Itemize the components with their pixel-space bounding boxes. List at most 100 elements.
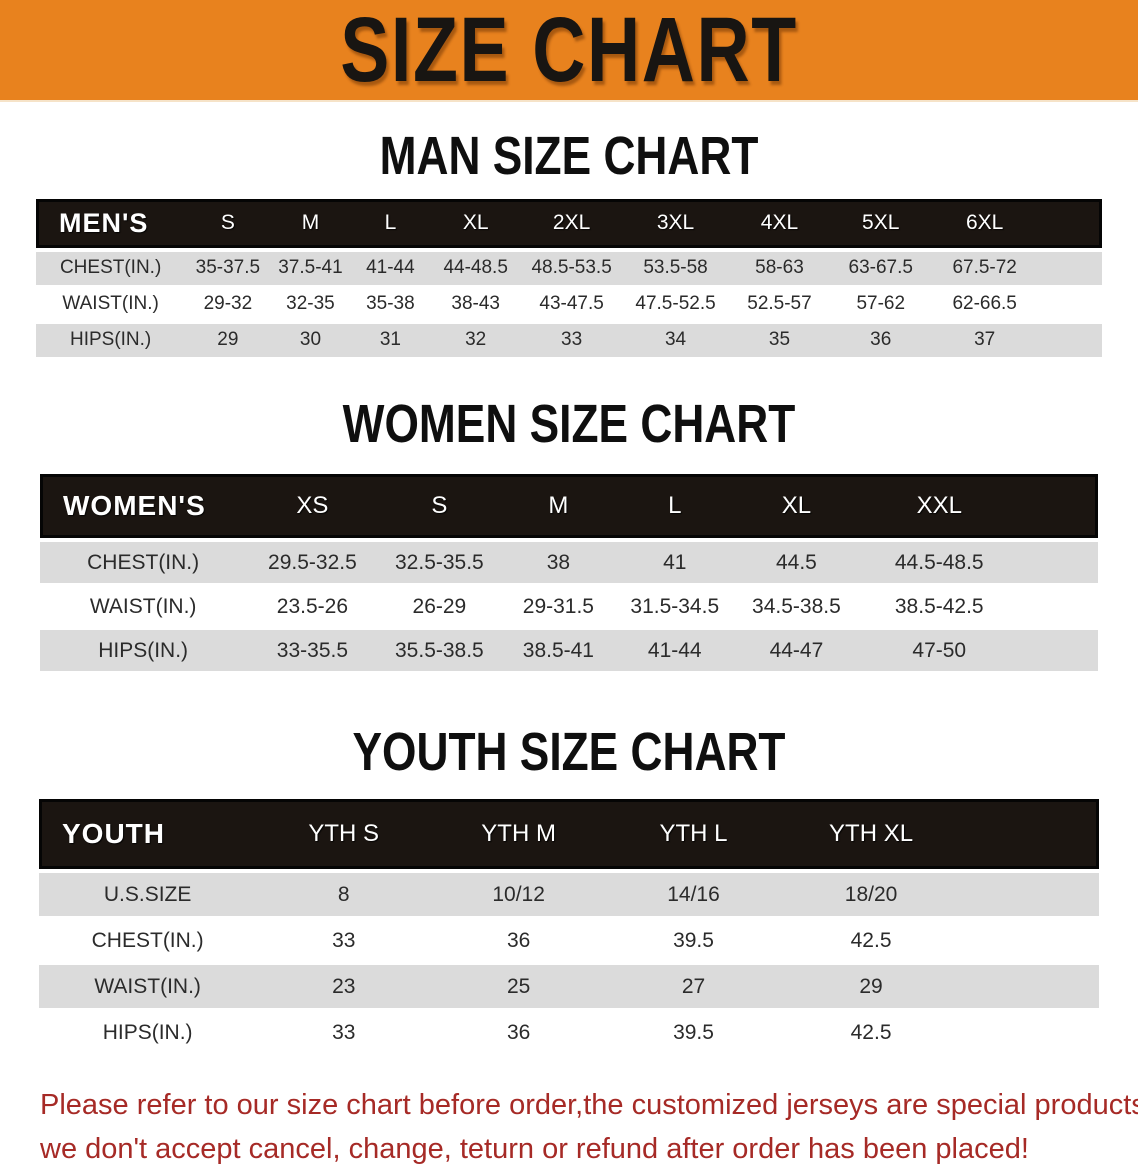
youth-size-table: YOUTH YTH S YTH M YTH L YTH XL U.S.SIZE 8 10/12… — [39, 799, 1099, 1058]
table-row: HIPS(IN.) 33-35.5 35.5-38.5 38.5-41 41-44 44-… — [40, 630, 1098, 675]
value-cell: 38 — [500, 538, 617, 587]
disclaimer-line-1: Please refer to our size chart before or… — [40, 1089, 1138, 1122]
value-cell: 57-62 — [830, 288, 932, 324]
row-label: CHEST(IN.) — [39, 919, 257, 966]
table-row: CHEST(IN.) 33 36 39.5 42.5 — [39, 919, 1099, 966]
women-section-heading: WOMEN SIZE CHART — [342, 393, 796, 454]
filler-cell — [1018, 474, 1098, 539]
value-cell: 41 — [616, 538, 733, 587]
value-cell: 32 — [430, 323, 521, 360]
size-column-header: XL — [732, 474, 860, 539]
row-label: WAIST(IN.) — [39, 965, 257, 1012]
value-cell: 42.5 — [780, 919, 962, 966]
value-cell: 33 — [256, 1011, 432, 1058]
value-cell: 36 — [830, 323, 932, 360]
youth-section-heading: YOUTH SIZE CHART — [352, 722, 786, 783]
value-cell: 10/12 — [431, 869, 607, 920]
value-cell: 31 — [350, 323, 431, 360]
value-cell: 38.5-41 — [500, 630, 617, 675]
value-cell: 8 — [256, 869, 432, 920]
value-cell: 44.5 — [732, 538, 860, 587]
men-size-table: MEN'S S M L XL 2XL 3XL 4XL 5XL 6XL CHEST(IN.) 35-37… — [36, 198, 1102, 360]
value-cell: 35-37.5 — [185, 247, 271, 288]
value-cell: 36 — [431, 919, 607, 966]
value-cell: 58-63 — [728, 247, 831, 288]
value-cell: 30 — [270, 323, 351, 360]
value-cell: 34.5-38.5 — [732, 586, 860, 631]
row-label: U.S.SIZE — [39, 869, 257, 920]
men-section: MAN SIZE CHART MEN'S S M L XL 2XL 3XL 4XL 5XL 6XL… — [0, 128, 1138, 360]
row-label: HIPS(IN.) — [36, 323, 186, 360]
value-cell: 47.5-52.5 — [622, 288, 729, 324]
filler-cell — [1037, 323, 1102, 360]
disclaimer-line-2: we don't accept cancel, change, teturn o… — [40, 1133, 1029, 1166]
value-cell: 31.5-34.5 — [616, 586, 733, 631]
filler-cell — [1018, 586, 1098, 631]
table-row: WAIST(IN.) 29-32 32-35 35-38 38-43 43-47.5 47.… — [36, 288, 1102, 324]
size-chart-banner: SIZE CHART — [0, 0, 1138, 102]
value-cell: 42.5 — [780, 1011, 962, 1058]
women-section: WOMEN SIZE CHART WOMEN'S XS S M L XL XXL CHEST(… — [0, 393, 1138, 675]
value-cell: 39.5 — [606, 919, 781, 966]
size-column-header: YTH S — [256, 799, 432, 870]
filler-cell — [961, 965, 1099, 1012]
disclaimer: Please refer to our size chart before or… — [40, 1083, 1138, 1171]
value-cell: 27 — [606, 965, 781, 1012]
value-cell: 35-38 — [350, 288, 431, 324]
value-cell: 44-47 — [732, 630, 860, 675]
size-column-header: YTH L — [606, 799, 781, 870]
men-section-heading: MAN SIZE CHART — [379, 126, 759, 186]
size-column-header: 2XL — [520, 198, 623, 248]
row-label: CHEST(IN.) — [36, 247, 186, 288]
value-cell: 23 — [256, 965, 432, 1012]
size-column-header: L — [616, 474, 733, 539]
value-cell: 26-29 — [378, 586, 501, 631]
row-label: HIPS(IN.) — [40, 630, 247, 675]
value-cell: 29-31.5 — [500, 586, 617, 631]
youth-section: YOUTH SIZE CHART YOUTH YTH S YTH M YTH L YTH… — [0, 722, 1138, 1058]
table-row: CHEST(IN.) 35-37.5 37.5-41 41-44 44-48.5 48.5… — [36, 247, 1102, 288]
size-column-header: XS — [246, 474, 379, 539]
size-column-header: XXL — [859, 474, 1019, 539]
table-row: WAIST(IN.) 23.5-26 26-29 29-31.5 31.5-34.5 34… — [40, 586, 1098, 631]
value-cell: 34 — [622, 323, 729, 360]
size-column-header: S — [185, 198, 271, 248]
value-cell: 53.5-58 — [622, 247, 729, 288]
size-column-header: 6XL — [931, 198, 1038, 248]
value-cell: 14/16 — [606, 869, 781, 920]
row-label: WAIST(IN.) — [36, 288, 186, 324]
value-cell: 44.5-48.5 — [859, 538, 1019, 587]
filler-cell — [961, 919, 1099, 966]
filler-cell — [1037, 288, 1102, 324]
value-cell: 29 — [185, 323, 271, 360]
value-cell: 37 — [931, 323, 1038, 360]
value-cell: 32.5-35.5 — [378, 538, 501, 587]
value-cell: 47-50 — [859, 630, 1019, 675]
row-label: HIPS(IN.) — [39, 1011, 257, 1058]
value-cell: 23.5-26 — [246, 586, 379, 631]
size-column-header: M — [500, 474, 617, 539]
filler-cell — [961, 869, 1099, 920]
filler-cell — [1037, 198, 1102, 248]
value-cell: 44-48.5 — [430, 247, 521, 288]
value-cell: 67.5-72 — [931, 247, 1038, 288]
size-column-header: S — [378, 474, 501, 539]
filler-cell — [1018, 630, 1098, 675]
banner-title: SIZE CHART — [340, 0, 798, 101]
filler-cell — [961, 1011, 1099, 1058]
value-cell: 35.5-38.5 — [378, 630, 501, 675]
women-size-table: WOMEN'S XS S M L XL XXL CHEST(IN.) 29.5-32.5 32.5… — [40, 474, 1098, 675]
filler-cell — [1037, 247, 1102, 288]
value-cell: 38.5-42.5 — [859, 586, 1019, 631]
filler-cell — [1018, 538, 1098, 587]
table-row: U.S.SIZE 8 10/12 14/16 18/20 — [39, 869, 1099, 920]
table-row: CHEST(IN.) 29.5-32.5 32.5-35.5 38 41 44.5 44.5… — [40, 538, 1098, 587]
table-row: HIPS(IN.) 29 30 31 32 33 34 35 36 37 — [36, 323, 1102, 360]
value-cell: 38-43 — [430, 288, 521, 324]
table-header-row: WOMEN'S XS S M L XL XXL — [40, 474, 1098, 539]
value-cell: 63-67.5 — [830, 247, 932, 288]
corner-label: MEN'S — [36, 198, 186, 248]
size-column-header: 4XL — [728, 198, 831, 248]
value-cell: 48.5-53.5 — [520, 247, 623, 288]
value-cell: 32-35 — [270, 288, 351, 324]
